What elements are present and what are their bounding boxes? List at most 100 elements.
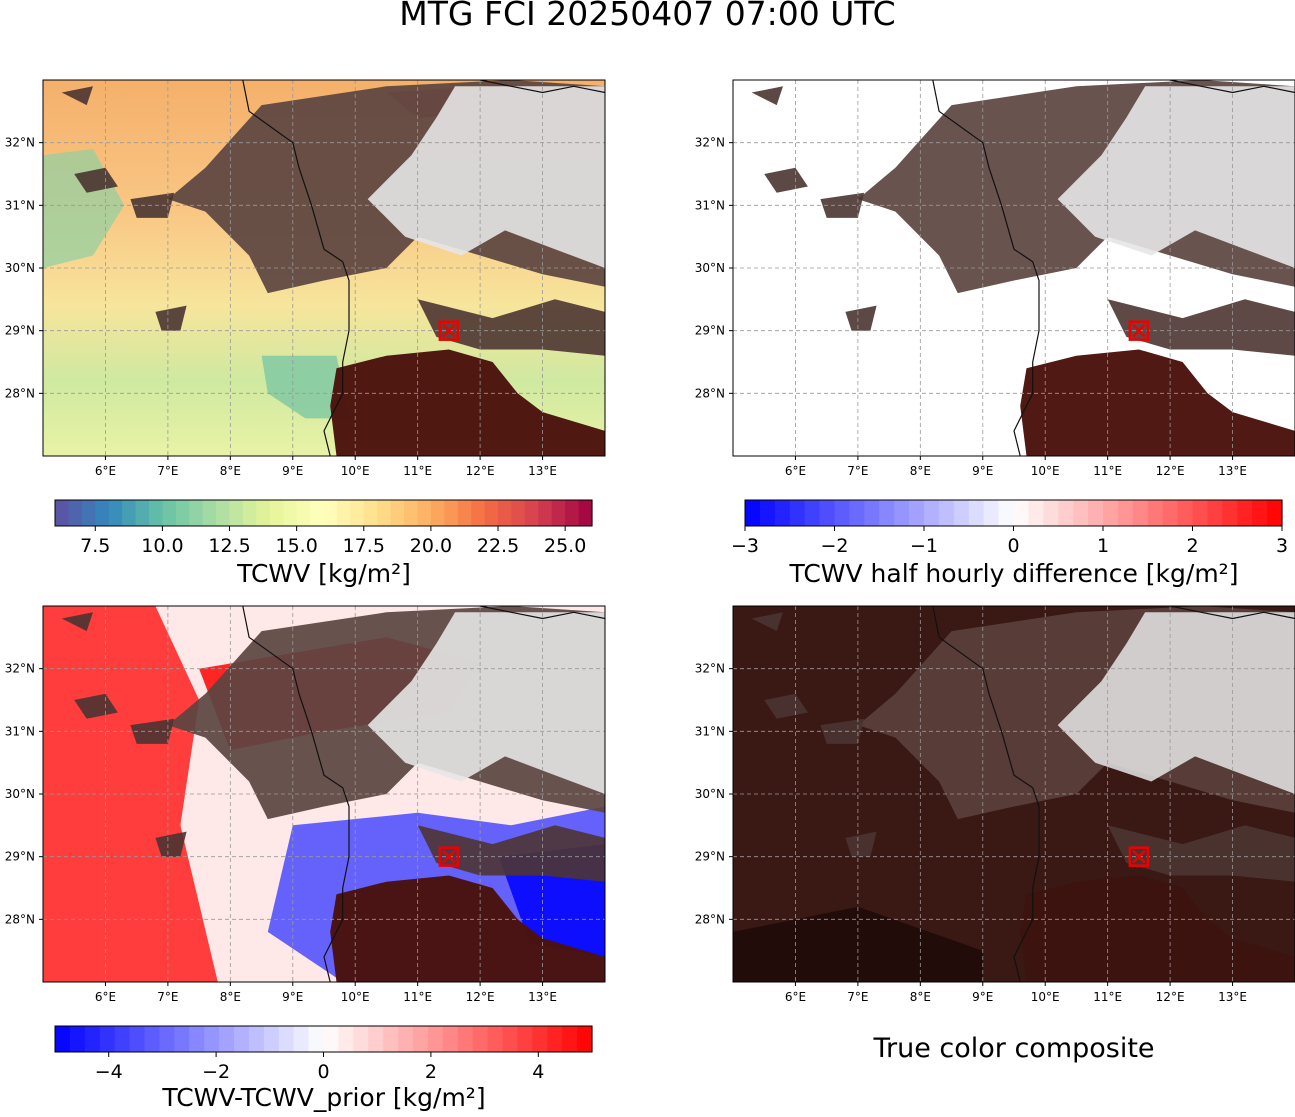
colorbar-segment [162, 500, 177, 526]
dark-surface [330, 349, 605, 456]
lon-tick-label: 12°E [466, 464, 495, 478]
country-border [932, 606, 1040, 982]
coastline [1169, 80, 1295, 94]
lon-tick-label: 12°E [1156, 464, 1185, 478]
cloud-fragment-0 [74, 693, 118, 719]
cloud-fragment-1 [130, 192, 175, 218]
colorbar-segment [457, 1026, 474, 1052]
colorbar-tick-label: −4 [95, 1061, 123, 1083]
colorbar-segment [129, 1026, 146, 1052]
colorbar-label-tcwv-diff: TCWV half hourly difference [kg/m²] [789, 559, 1239, 588]
colorbar-segment [159, 1026, 175, 1052]
colorbar-segment [278, 1026, 295, 1052]
cloud-fragment-0 [764, 693, 808, 719]
colorbar-label-tcwv-prior: TCWV-TCWV_prior [kg/m²] [162, 1083, 486, 1112]
colorbar-segment [998, 500, 1015, 526]
colorbar-segment [1162, 500, 1179, 526]
country-border [242, 80, 350, 456]
cloud-fragment-1 [130, 718, 175, 744]
lon-tick-label: 12°E [466, 990, 495, 1004]
colorbar-segment [84, 1026, 101, 1052]
bright-cloud [367, 612, 605, 794]
colorbar-segment [413, 1026, 429, 1052]
colorbar-segment [219, 1026, 235, 1052]
colorbar-segment [336, 500, 351, 526]
colorbar-segment [789, 500, 806, 526]
lat-tick-label: 31°N [5, 724, 35, 738]
colorbar-segment [1103, 500, 1119, 526]
lon-tick-label: 10°E [341, 464, 370, 478]
lat-tick-label: 31°N [5, 198, 35, 212]
colorbar-tick-label: 7.5 [80, 535, 110, 557]
lon-tick-label: 8°E [910, 990, 931, 1004]
country-border [242, 606, 350, 982]
colorbar-segment [551, 500, 566, 526]
colorbar-segment [248, 1026, 265, 1052]
colorbar-segment [983, 500, 1000, 526]
dark-surface [1020, 875, 1295, 982]
colorbar-tick-label: 1 [1097, 535, 1109, 557]
cloud-fragment-2 [155, 305, 187, 331]
location-marker [438, 320, 460, 341]
colorbar-segment [484, 500, 499, 526]
colorbar-segment [114, 1026, 131, 1052]
colorbar-segment [363, 500, 378, 526]
colorbar-segment [353, 1026, 369, 1052]
colorbar-segment [1147, 500, 1164, 526]
colorbar-segment [175, 500, 190, 526]
map-panel-tcwv-diff: 6°E 7°E 8°E 9°E 10°E 11°E 12°E 13°E 32°N 31°N 30°N… [695, 79, 1295, 478]
lat-tick-label: 30°N [5, 261, 35, 275]
lon-tick-label: 12°E [1156, 990, 1185, 1004]
cloud-fragment-3 [751, 612, 783, 632]
map-field-layer [43, 80, 605, 456]
lon-tick-label: 11°E [403, 990, 432, 1004]
lower-cloud [417, 299, 605, 356]
colorbar-segment [1132, 500, 1149, 526]
colorbar-segment [350, 500, 365, 526]
colorbar-segment [417, 500, 432, 526]
lower-cloud [1107, 299, 1295, 356]
cloud-fragment-0 [764, 167, 808, 193]
colorbar-segment [310, 500, 325, 526]
colorbar-tick-label: 2 [1186, 535, 1198, 557]
colorbar-segment [202, 500, 217, 526]
colorbar-segment [517, 1026, 533, 1052]
bright-cloud [1057, 612, 1295, 794]
lon-tick-label: 7°E [157, 990, 178, 1004]
colorbar-segment [1058, 500, 1074, 526]
bright-cloud [1057, 86, 1295, 268]
colorbar-segment [283, 500, 298, 526]
moist-south [261, 355, 349, 419]
colorbar-segment [444, 500, 459, 526]
colorbar-segment [81, 500, 96, 526]
colorbar-tick-label: −2 [820, 535, 848, 557]
colorbar-segment [804, 500, 821, 526]
lat-tick-label: 30°N [5, 787, 35, 801]
lat-tick-label: 32°N [695, 136, 725, 150]
lon-tick-label: 6°E [785, 464, 806, 478]
colorbar-segment [189, 1026, 205, 1052]
colorbar-segment [498, 500, 513, 526]
colorbar-segment [383, 1026, 399, 1052]
colorbar-segment [471, 500, 486, 526]
colorbar-segment [879, 500, 895, 526]
colorbar-segment [502, 1026, 519, 1052]
colorbar-segment [1192, 500, 1209, 526]
colorbar-segment [1117, 500, 1134, 526]
lon-tick-label: 7°E [157, 464, 178, 478]
lat-tick-label: 28°N [5, 912, 35, 926]
coastline [479, 606, 605, 620]
dark-surface [1020, 349, 1295, 456]
lat-tick-label: 28°N [695, 386, 725, 400]
colorbar-segment [95, 500, 110, 526]
colorbar-segment [938, 500, 955, 526]
colorbar-segment [442, 1026, 459, 1052]
colorbar-segment [1252, 500, 1268, 526]
colorbar-segment [427, 1026, 444, 1052]
colorbar-tick-label: 4 [532, 1061, 544, 1083]
map-panel-tcwv: 6°E 7°E 8°E 9°E 10°E 11°E 12°E 13°E 32°N 31°N 30°N… [5, 79, 606, 478]
coastline [479, 80, 605, 94]
colorbar-segment [472, 1026, 489, 1052]
colorbar-segment [759, 500, 776, 526]
lon-tick-label: 6°E [785, 990, 806, 1004]
